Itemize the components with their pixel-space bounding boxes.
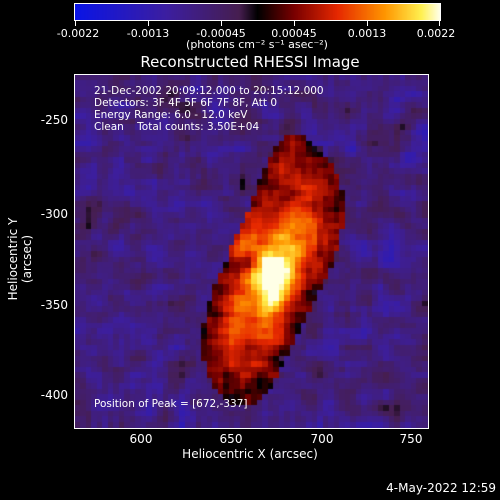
x-tick-label: 750 bbox=[399, 432, 423, 446]
timestamp: 4-May-2022 12:59 bbox=[386, 481, 496, 495]
info-clean-counts: Clean Total counts: 3.50E+04 bbox=[94, 121, 260, 133]
y-tick-label: -400 bbox=[40, 388, 68, 402]
peak-position: Position of Peak = [672,-337] bbox=[94, 398, 248, 410]
y-tick-label: -250 bbox=[40, 113, 68, 127]
info-energy-range: Energy Range: 6.0 - 12.0 keV bbox=[94, 109, 248, 121]
colorbar bbox=[74, 3, 441, 21]
plot-title: Reconstructed RHESSI Image bbox=[140, 53, 360, 71]
x-axis-label: Heliocentric X (arcsec) bbox=[182, 447, 318, 461]
colorbar-tick-label: -0.0022 bbox=[56, 27, 100, 40]
info-detectors: Detectors: 3F 4F 5F 6F 7F 8F, Att 0 bbox=[94, 97, 278, 109]
x-tick-label: 600 bbox=[129, 432, 153, 446]
y-axis-label: Heliocentric Y (arcsec) bbox=[6, 217, 34, 301]
colorbar-units: (photons cm⁻² s⁻¹ asec⁻²) bbox=[186, 38, 328, 51]
colorbar-tick-label: 0.0013 bbox=[347, 27, 387, 40]
colorbar-tick-label: 0.0022 bbox=[416, 27, 456, 40]
y-tick-label: -300 bbox=[40, 207, 68, 221]
colorbar-tick-label: -0.00045 bbox=[196, 27, 246, 40]
y-tick-label: -350 bbox=[40, 298, 68, 312]
x-tick-label: 650 bbox=[219, 432, 243, 446]
colorbar-tick-label: 0.00045 bbox=[271, 27, 317, 40]
info-time-range: 21-Dec-2002 20:09:12.000 to 20:15:12.000 bbox=[94, 85, 324, 97]
colorbar-tick-label: -0.0013 bbox=[126, 27, 170, 40]
rhessi-image bbox=[74, 74, 429, 429]
x-tick-label: 700 bbox=[310, 432, 334, 446]
